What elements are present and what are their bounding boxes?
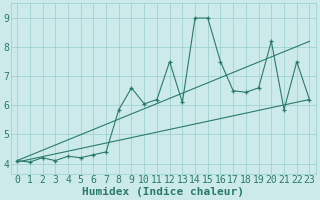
- X-axis label: Humidex (Indice chaleur): Humidex (Indice chaleur): [82, 186, 244, 197]
